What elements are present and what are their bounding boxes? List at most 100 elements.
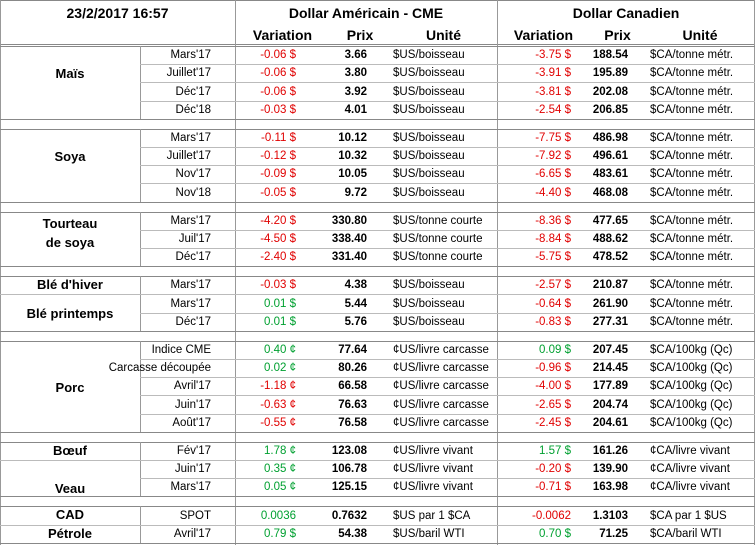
price-usd: 330.80 [331, 214, 367, 227]
variation-usd: -0.11 $ [261, 131, 296, 144]
unit-cad: $CA/tonne métr. [650, 150, 734, 163]
row-line [140, 82, 755, 84]
price-usd: 123.08 [331, 444, 367, 457]
unit-usd: $US/boisseau [393, 103, 465, 116]
row-line [140, 460, 755, 461]
unit-cad: $CA/tonne métr. [650, 251, 734, 264]
col-line [140, 441, 141, 497]
column-header: Variation [513, 27, 574, 43]
price-cad: 1.3103 [592, 509, 628, 522]
row-line [0, 44, 755, 45]
unit-usd: $US/boisseau [393, 85, 465, 98]
unit-cad: $CA/tonne métr. [650, 297, 734, 310]
variation-cad: -0.20 $ [535, 463, 571, 476]
variation-cad: -2.65 $ [535, 398, 571, 411]
commodity-label: Tourteau [42, 215, 98, 231]
contract: Juillet'17 [166, 67, 211, 80]
unit-usd: $US/boisseau [393, 131, 465, 144]
row-line [0, 460, 140, 461]
variation-usd: 0.35 ¢ [264, 463, 296, 476]
row-line [140, 147, 755, 148]
contract: Avril'17 [173, 380, 211, 393]
variation-usd: 0.40 ¢ [264, 343, 296, 356]
unit-cad: $CA/tonne métr. [650, 103, 734, 116]
price-cad: 261.90 [592, 297, 628, 310]
variation-cad: -2.45 $ [535, 416, 571, 429]
price-cad: 139.90 [592, 463, 628, 476]
price-cad: 468.08 [592, 186, 628, 199]
row-line [140, 377, 755, 379]
unit-cad: $CA/100kg (Qc) [650, 398, 733, 411]
unit-usd: ¢US/livre carcasse [393, 362, 489, 375]
row-line [0, 506, 755, 508]
variation-usd: -0.63 ¢ [260, 398, 296, 411]
price-usd: 76.58 [338, 416, 367, 429]
unit-cad: $CA/tonne métr. [650, 279, 734, 292]
row-line [0, 128, 755, 130]
contract: Juin'17 [174, 398, 211, 411]
contract: Mars'17 [170, 279, 211, 292]
unit-usd: $US/tonne courte [393, 251, 483, 264]
col-line [0, 0, 1, 545]
price-cad: 163.98 [592, 481, 628, 494]
contract: Déc'17 [175, 251, 211, 264]
variation-usd: -0.03 $ [260, 103, 296, 116]
variation-cad: 0.70 $ [539, 527, 571, 540]
price-cad: 483.61 [592, 168, 628, 181]
variation-cad: -3.91 $ [535, 67, 571, 80]
row-line [140, 312, 755, 314]
row-line [0, 542, 755, 544]
variation-cad: -3.81 $ [535, 85, 571, 98]
variation-usd: -0.12 $ [260, 150, 296, 163]
row-line [140, 359, 755, 360]
price-usd: 10.05 [338, 168, 367, 181]
variation-usd: -0.06 $ [260, 49, 296, 62]
variation-cad: -0.83 $ [535, 315, 571, 328]
row-line [0, 330, 755, 332]
unit-usd: $US/boisseau [393, 315, 465, 328]
variation-usd: -4.50 $ [260, 232, 296, 245]
unit-usd: $US/boisseau [393, 150, 465, 163]
row-line [140, 294, 755, 296]
col-line [235, 0, 236, 545]
price-usd: 9.72 [344, 186, 367, 199]
variation-cad: -7.75 $ [535, 131, 571, 144]
contract: Mars'17 [170, 297, 211, 310]
variation-usd: -2.40 $ [260, 251, 296, 264]
row-line [140, 183, 755, 185]
contract: Août'17 [172, 416, 211, 429]
unit-usd: ¢US/livre carcasse [393, 343, 489, 356]
col-line [140, 276, 141, 331]
contract: Nov'17 [175, 168, 211, 181]
contract: Indice CME [151, 343, 211, 356]
variation-usd: 0.0036 [260, 509, 296, 522]
price-cad: 477.65 [592, 214, 628, 227]
row-line [140, 229, 755, 231]
row-line [0, 294, 140, 296]
unit-cad: $CA par 1 $US [650, 509, 727, 522]
price-usd: 76.63 [338, 398, 367, 411]
price-cad: 206.85 [592, 103, 628, 116]
column-header: Prix [604, 27, 631, 43]
contract: Mars'17 [170, 481, 211, 494]
variation-cad: -2.54 $ [535, 103, 571, 116]
unit-cad: $CA/tonne métr. [650, 168, 734, 181]
variation-usd: -4.20 $ [260, 214, 296, 227]
price-usd: 3.80 [344, 67, 367, 80]
contract: Juillet'17 [166, 150, 211, 163]
variation-usd: -0.55 ¢ [260, 416, 296, 429]
contract: Carcasse découpée [108, 362, 211, 375]
unit-cad: $CA/100kg (Qc) [650, 362, 733, 375]
price-usd: 54.38 [338, 527, 367, 540]
commodity-label: Porc [55, 379, 85, 395]
row-line [0, 118, 755, 120]
row-line [140, 395, 755, 397]
variation-cad: -8.36 $ [535, 214, 571, 227]
contract: Déc'17 [175, 85, 211, 98]
contract: Nov'18 [175, 186, 211, 199]
unit-cad: $CA/100kg (Qc) [650, 343, 733, 356]
unit-usd: $US/boisseau [393, 168, 465, 181]
row-line [0, 431, 755, 433]
variation-usd: 0.01 $ [264, 297, 296, 310]
variation-cad: -7.92 $ [535, 150, 571, 163]
